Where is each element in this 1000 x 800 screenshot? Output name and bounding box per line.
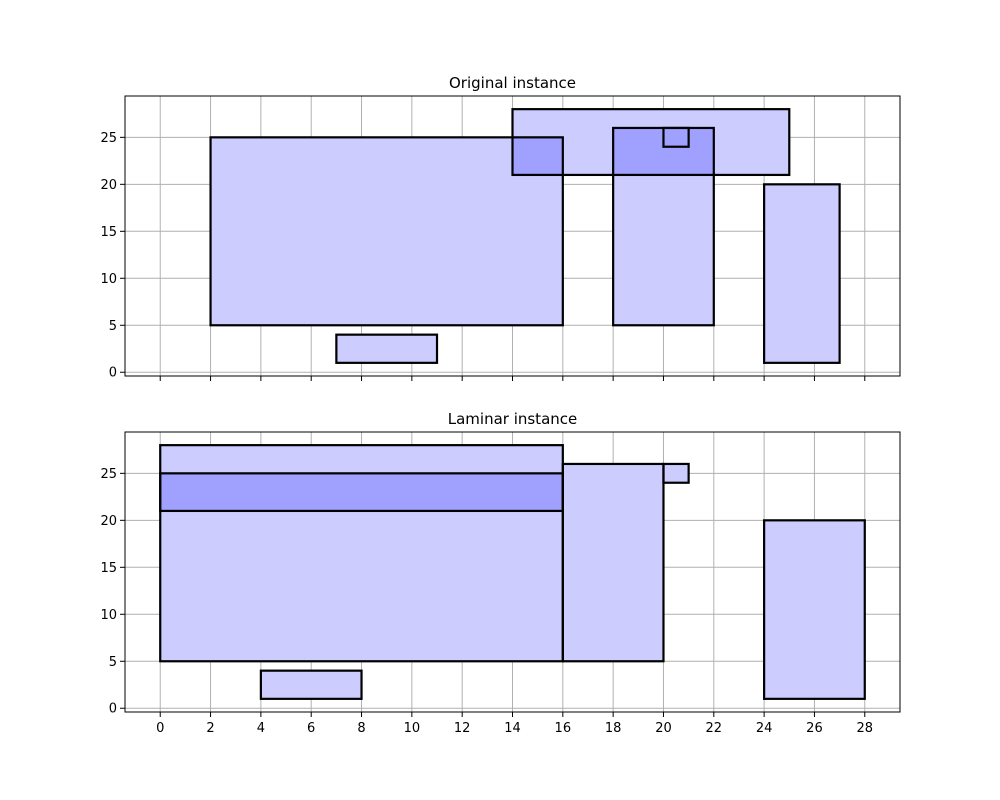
y-tick-label: 0	[109, 366, 117, 381]
rect-fill	[563, 464, 664, 661]
x-tick-label: 24	[756, 721, 773, 736]
x-tick-label: 20	[655, 721, 672, 736]
rect-fill	[261, 671, 362, 699]
x-tick-label: 12	[454, 721, 471, 736]
y-tick-label: 10	[100, 272, 117, 287]
x-tick-label: 2	[206, 721, 214, 736]
rect-overlap	[513, 137, 563, 175]
x-tick-label: 14	[504, 721, 521, 736]
y-tick-label: 15	[100, 561, 117, 576]
x-tick-label: 8	[357, 721, 365, 736]
y-tick-label: 20	[100, 514, 117, 529]
y-tick-label: 5	[109, 319, 117, 334]
rect-fill	[336, 335, 437, 363]
x-tick-label: 18	[605, 721, 622, 736]
x-tick-label: 0	[156, 721, 164, 736]
x-tick-label: 26	[806, 721, 823, 736]
chart-title: Laminar instance	[448, 410, 578, 428]
y-tick-label: 0	[109, 702, 117, 717]
x-tick-label: 16	[555, 721, 572, 736]
rect-fill	[211, 137, 563, 325]
y-tick-label: 10	[100, 608, 117, 623]
y-tick-label: 5	[109, 655, 117, 670]
rect-fill	[663, 464, 688, 483]
x-tick-label: 10	[404, 721, 421, 736]
chart-title: Original instance	[449, 74, 576, 92]
rect-fill	[764, 184, 839, 363]
rect-fill	[764, 520, 865, 699]
y-tick-label: 20	[100, 178, 117, 193]
x-tick-label: 22	[706, 721, 723, 736]
y-tick-label: 25	[100, 131, 117, 146]
x-tick-label: 4	[257, 721, 265, 736]
rect-overlap	[663, 128, 688, 147]
x-tick-label: 6	[307, 721, 315, 736]
x-tick-label: 28	[856, 721, 873, 736]
y-tick-label: 15	[100, 225, 117, 240]
y-tick-label: 25	[100, 467, 117, 482]
rect-overlap	[160, 473, 563, 511]
